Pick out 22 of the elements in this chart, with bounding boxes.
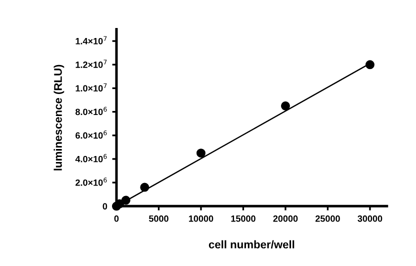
y-tick-label: 6.0×10$^{6}$ — [76, 130, 107, 139]
x-tick-label: 20000 — [273, 215, 298, 222]
point — [365, 60, 374, 70]
y-tick-label: 2.0×10$^{6}$ — [76, 178, 107, 186]
y-axis-title: luminescence (RLU) — [54, 64, 64, 170]
point — [121, 196, 130, 205]
y-tick-label: 0 — [102, 203, 108, 210]
point — [140, 182, 150, 192]
point — [196, 148, 206, 158]
x-tick-label: 10000 — [189, 215, 214, 222]
x-tick-label: 0 — [114, 215, 119, 222]
y-tick-label: 1.2×10$^{7}$ — [76, 60, 107, 68]
y-tick-label: 8.0×10$^{6}$ — [76, 106, 107, 116]
y-tick-label: 1.0×10$^{7}$ — [76, 83, 107, 92]
x-tick-label: 5000 — [148, 215, 168, 222]
x-tick-label: 15000 — [231, 215, 256, 222]
point — [280, 101, 290, 110]
x-axis-title: cell number/well — [208, 240, 294, 249]
x-tick-label: 25000 — [315, 215, 340, 222]
y-tick-label: 4.0×10$^{6}$ — [75, 154, 107, 162]
y-tick-label: 1.4×10$^{7}$ — [76, 36, 107, 44]
x-tick-label: 30000 — [358, 215, 382, 222]
